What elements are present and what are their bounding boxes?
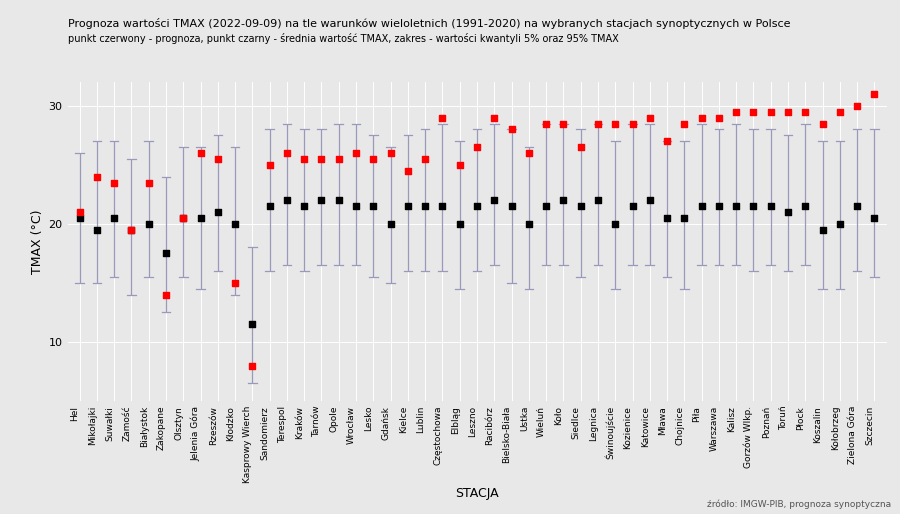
Point [314,155,328,163]
Point [349,202,364,210]
Point [746,202,760,210]
Point [695,114,709,122]
Point [453,161,467,169]
Point [400,202,415,210]
Point [211,208,225,216]
Point [850,202,864,210]
Point [383,220,398,228]
Point [366,155,381,163]
Point [522,220,536,228]
Point [815,119,830,127]
Point [245,361,259,370]
Point [72,208,86,216]
Point [556,119,571,127]
Point [90,226,104,234]
Point [746,107,760,116]
Point [815,226,830,234]
Point [781,208,796,216]
Point [504,125,518,134]
Text: Prognoza wartości TMAX (2022-09-09) na tle warunków wieloletnich (1991-2020) na : Prognoza wartości TMAX (2022-09-09) na t… [68,18,790,29]
Point [590,196,605,205]
Point [798,202,813,210]
Point [90,173,104,181]
Point [832,220,847,228]
Point [194,214,208,222]
Point [850,102,864,110]
Point [539,119,554,127]
Point [660,137,674,145]
Text: źródło: IMGW-PIB, prognoza synoptyczna: źródło: IMGW-PIB, prognoza synoptyczna [706,500,891,509]
Point [194,149,208,157]
Point [608,220,623,228]
Point [141,178,156,187]
Point [418,202,432,210]
Point [763,202,778,210]
Point [436,202,450,210]
Point [280,196,294,205]
Point [677,119,691,127]
Point [228,279,242,287]
Point [729,107,743,116]
Point [141,220,156,228]
Point [314,196,328,205]
Point [124,226,139,234]
Point [124,226,139,234]
Point [280,149,294,157]
Point [573,202,588,210]
Point [832,107,847,116]
Point [712,202,726,210]
Point [608,119,623,127]
Point [487,114,501,122]
Point [643,114,657,122]
Point [590,119,605,127]
Point [228,220,242,228]
Point [504,202,518,210]
Point [573,143,588,151]
Point [158,249,173,258]
Point [383,149,398,157]
Point [453,220,467,228]
Point [868,214,882,222]
Point [712,114,726,122]
Point [158,290,173,299]
Point [331,155,346,163]
Point [695,202,709,210]
Y-axis label: TMAX (°C): TMAX (°C) [32,209,44,274]
Point [660,214,674,222]
Point [349,149,364,157]
Point [643,196,657,205]
Point [263,161,277,169]
Point [245,320,259,328]
Point [436,114,450,122]
Point [763,107,778,116]
Point [556,196,571,205]
Point [297,155,311,163]
Point [263,202,277,210]
Point [487,196,501,205]
Point [366,202,381,210]
Point [331,196,346,205]
Point [626,202,640,210]
Point [72,214,86,222]
X-axis label: STACJA: STACJA [455,487,499,500]
Point [539,202,554,210]
Point [211,155,225,163]
Point [729,202,743,210]
Point [798,107,813,116]
Point [297,202,311,210]
Point [176,214,191,222]
Point [470,143,484,151]
Point [868,90,882,98]
Point [176,214,191,222]
Point [626,119,640,127]
Point [107,214,122,222]
Point [781,107,796,116]
Point [107,178,122,187]
Point [522,149,536,157]
Point [400,167,415,175]
Text: punkt czerwony - prognoza, punkt czarny - średnia wartość TMAX, zakres - wartośc: punkt czerwony - prognoza, punkt czarny … [68,33,618,44]
Point [677,214,691,222]
Point [418,155,432,163]
Point [470,202,484,210]
